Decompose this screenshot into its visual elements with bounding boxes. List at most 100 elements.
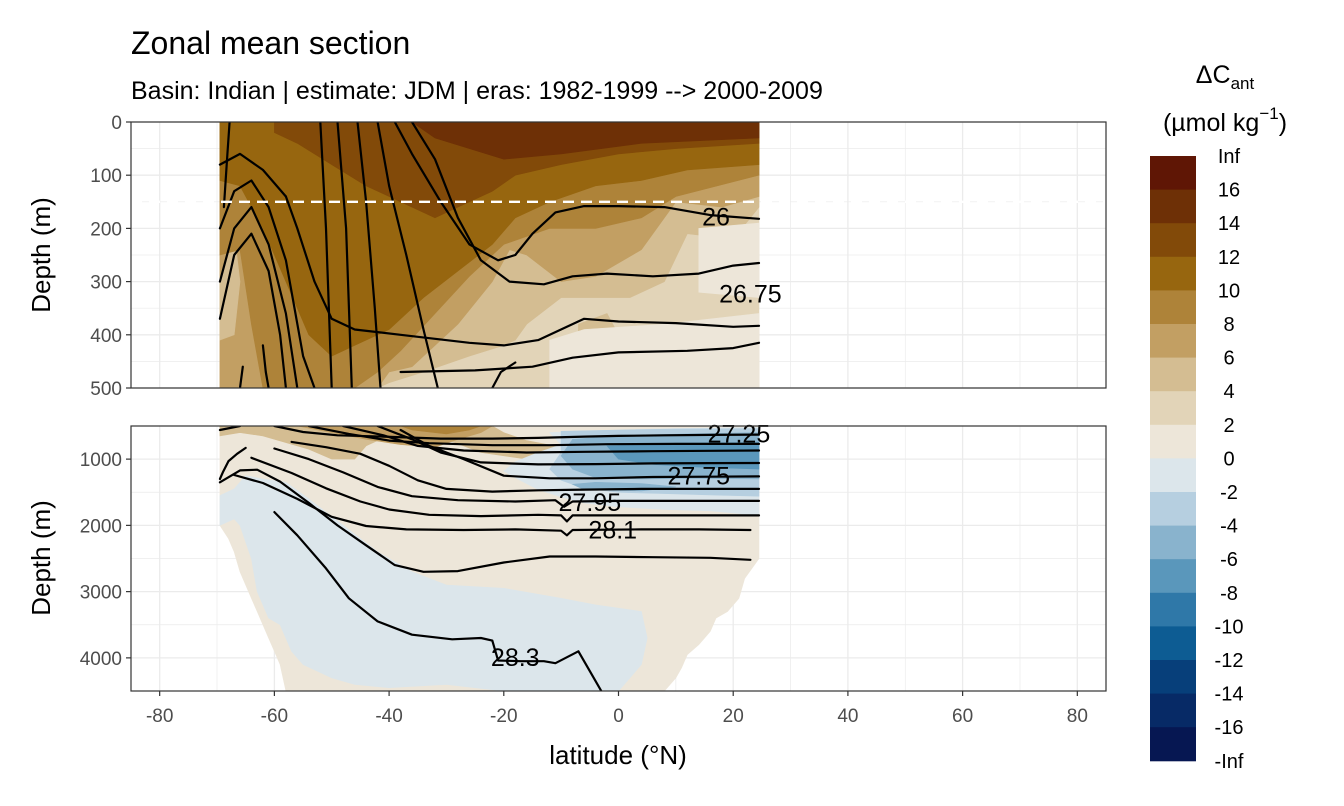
legend-label: 14 — [1218, 213, 1240, 235]
isopycnal-contour — [319, 122, 333, 388]
legend-title: ΔCant — [1196, 61, 1255, 93]
delta-cant-fill-region — [219, 475, 648, 691]
x-tick-label: -80 — [146, 706, 173, 727]
isopycnal-label: 26.75 — [719, 280, 782, 308]
x-tick-label: -20 — [490, 706, 517, 727]
legend-color-swatch — [1150, 324, 1196, 359]
delta-cant-fill-region — [400, 426, 481, 435]
color-legend: ΔCant (µmol kg−1) Inf 16 14 12 10 8 6 4 2 0 -2 -4 -6… — [1150, 61, 1287, 773]
legend-colorbar — [1150, 156, 1196, 762]
legend-color-swatch — [1150, 492, 1196, 527]
legend-label: -Inf — [1215, 751, 1244, 773]
isopycnal-contour — [261, 344, 270, 388]
isopycnal-contour — [218, 426, 242, 432]
legend-color-swatch — [1150, 660, 1196, 695]
x-tick-label: -40 — [375, 706, 402, 727]
legend-label: 2 — [1223, 415, 1234, 437]
panel-upper: 26 26.75 0 100 200 300 400 500 — [90, 113, 1107, 400]
isopycnal-label: 27.95 — [559, 489, 622, 517]
legend-units-superscript: −1 — [1259, 104, 1278, 123]
isopycnal-contour — [290, 440, 761, 493]
isopycnal-contour — [336, 122, 353, 388]
x-tick-label: 80 — [1067, 706, 1088, 727]
legend-label: -10 — [1215, 616, 1244, 638]
legend-color-swatch — [1150, 391, 1196, 426]
legend-labels: Inf 16 14 12 10 8 6 4 2 0 -2 -4 -6 -8 -10 -12 -14 -16 -Inf — [1215, 146, 1244, 773]
x-tick-label: -60 — [261, 706, 288, 727]
isopycnal-contour — [218, 152, 287, 198]
isopycnal-label: 27.75 — [668, 463, 731, 491]
isopycnal-contour — [491, 361, 517, 388]
isopycnal-contour — [376, 122, 439, 388]
isopycnal-contour — [218, 232, 287, 388]
legend-color-swatch — [1150, 559, 1196, 594]
legend-color-swatch — [1150, 626, 1196, 661]
chart-title: Zonal mean section — [131, 25, 410, 61]
isopycnal-contour — [273, 510, 603, 691]
isopycnal-contour — [233, 473, 752, 537]
x-tick-label: 60 — [952, 706, 973, 727]
chart-subtitle: Basin: Indian | estimate: JDM | eras: 19… — [131, 77, 823, 105]
legend-color-swatch — [1150, 525, 1196, 560]
legend-color-swatch — [1150, 290, 1196, 325]
legend-label: 16 — [1218, 180, 1240, 202]
legend-label: -12 — [1215, 650, 1244, 672]
y-tick-label: 2000 — [80, 516, 122, 537]
y-tick-label: 400 — [90, 326, 122, 347]
legend-color-swatch — [1150, 223, 1196, 258]
y-tick-label: 1000 — [80, 450, 122, 471]
isopycnal-label: 27.25 — [708, 420, 771, 448]
x-tick-label: 20 — [723, 706, 744, 727]
isopycnal-contour — [222, 122, 231, 209]
legend-color-swatch — [1150, 156, 1196, 191]
legend-label: 12 — [1218, 247, 1240, 269]
delta-cant-fill-region — [698, 222, 760, 298]
x-axis-label: latitude (°N) — [549, 740, 687, 770]
isopycnal-contour — [399, 428, 761, 480]
legend-units-text: (µmol kg — [1163, 109, 1259, 137]
panel-upper-isopycnal-labels: 26 26.75 — [702, 204, 782, 309]
legend-label: -2 — [1220, 482, 1238, 504]
isopycnal-contour — [342, 426, 761, 454]
delta-cant-fill-region — [219, 122, 760, 357]
y-tick-label: 100 — [90, 166, 122, 187]
isopycnal-contour — [273, 426, 761, 440]
y-tick-label: 300 — [90, 273, 122, 294]
y-axis-label-upper: Depth (m) — [26, 197, 56, 313]
panel-upper-y-ticks: 0 100 200 300 400 500 — [90, 113, 131, 400]
isopycnal-contour — [410, 122, 761, 286]
isopycnal-contour — [250, 456, 761, 523]
legend-title-symbol: ΔC — [1196, 61, 1231, 89]
isopycnal-contour — [356, 122, 382, 388]
legend-label: 6 — [1223, 348, 1234, 370]
panel-lower-isopycnals — [218, 426, 761, 691]
legend-label: 0 — [1223, 448, 1234, 470]
y-tick-label: 500 — [90, 379, 122, 400]
isopycnal-contour — [399, 341, 761, 374]
legend-color-swatch — [1150, 727, 1196, 762]
isopycnal-contour — [218, 468, 752, 573]
isopycnal-label: 26 — [702, 204, 730, 232]
y-tick-label: 3000 — [80, 583, 122, 604]
isopycnal-contour — [218, 446, 247, 481]
delta-cant-fill-region — [411, 122, 760, 160]
panel-upper-border — [130, 121, 1107, 389]
y-axis-label-lower: Depth (m) — [26, 500, 56, 616]
legend-label: 10 — [1218, 280, 1240, 302]
y-tick-label: 200 — [90, 219, 122, 240]
isopycnal-contour — [218, 206, 299, 388]
legend-color-swatch — [1150, 256, 1196, 291]
legend-label: Inf — [1218, 146, 1241, 168]
x-tick-label: 40 — [837, 706, 858, 727]
legend-label: -16 — [1215, 717, 1244, 739]
legend-label: -4 — [1220, 516, 1238, 538]
x-axis-ticks: -80 -60 -40 -20 0 20 40 60 80 — [146, 691, 1088, 727]
legend-color-swatch — [1150, 693, 1196, 728]
isopycnal-contour — [307, 426, 761, 447]
isopycnal-contour — [284, 195, 761, 347]
isopycnal-contour — [238, 365, 244, 388]
legend-label: -14 — [1215, 684, 1244, 706]
legend-label: 8 — [1223, 314, 1234, 336]
legend-units: (µmol kg−1) — [1163, 104, 1287, 137]
